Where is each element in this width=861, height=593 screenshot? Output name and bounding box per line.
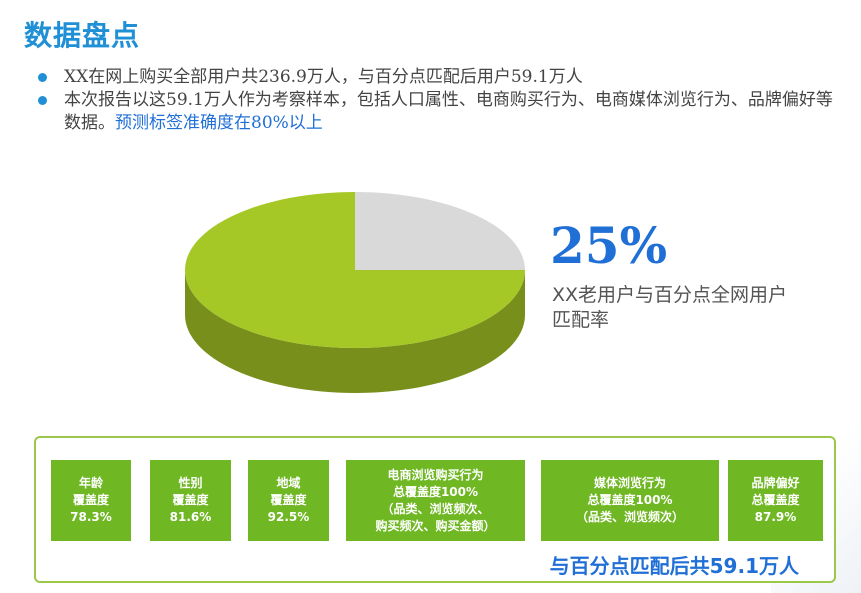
pie-slice-side-1 — [185, 270, 525, 393]
summary-total: 与百分点匹配后共59.1万人 — [549, 554, 799, 578]
match-rate-label: XX老用户与百分点全网用户匹配率 — [552, 284, 788, 331]
coverage-card-media: 媒体浏览行为 总覆盖度100% （品类、浏览频次） — [541, 460, 719, 541]
bullet-item-2: 本次报告以这59.1万人作为考察样本，包括人口属性、电商购买行为、电商媒体浏览行… — [38, 89, 838, 135]
pie-chart-svg — [185, 192, 525, 393]
coverage-card-age: 年龄 覆盖度 78.3% — [51, 460, 131, 541]
coverage-card-text: 媒体浏览行为 总覆盖度100% （品类、浏览频次） — [575, 476, 684, 524]
pie-slice-0 — [355, 192, 525, 270]
accuracy-highlight: 预测标签准确度在80%以上 — [115, 113, 323, 133]
coverage-card-ecommerce: 电商浏览购买行为 总覆盖度100% （品类、浏览频次、 购买频次、购买金额） — [346, 460, 525, 541]
bullet-item-1: XX在网上购买全部用户共236.9万人，与百分点匹配后用户59.1万人 — [38, 66, 838, 89]
coverage-card-text: 性别 覆盖度 81.6% — [169, 476, 212, 524]
coverage-card-text: 年龄 覆盖度 78.3% — [70, 476, 112, 524]
match-rate-value: 25% — [550, 216, 668, 275]
coverage-card-text: 品牌偏好 总覆盖度 87.9% — [751, 476, 800, 524]
pie-chart — [170, 180, 540, 410]
bullet-dot-icon — [38, 73, 47, 82]
coverage-card-text: 地域 覆盖度 92.5% — [267, 476, 310, 524]
bullet-text-2: 本次报告以这59.1万人作为考察样本，包括人口属性、电商购买行为、电商媒体浏览行… — [64, 90, 833, 133]
bullet-dot-icon — [38, 96, 47, 105]
coverage-card-text: 电商浏览购买行为 总覆盖度100% （品类、浏览频次、 购买频次、购买金额） — [375, 467, 496, 533]
coverage-card-region: 地域 覆盖度 92.5% — [248, 460, 329, 541]
coverage-card-gender: 性别 覆盖度 81.6% — [150, 460, 231, 541]
coverage-card-brand: 品牌偏好 总覆盖度 87.9% — [728, 460, 823, 541]
pie-slice-1 — [185, 192, 525, 348]
page-title: 数据盘点 — [24, 19, 141, 52]
bullet-list: XX在网上购买全部用户共236.9万人，与百分点匹配后用户59.1万人 本次报告… — [38, 66, 838, 135]
bullet-text-1: XX在网上购买全部用户共236.9万人，与百分点匹配后用户59.1万人 — [64, 67, 583, 87]
